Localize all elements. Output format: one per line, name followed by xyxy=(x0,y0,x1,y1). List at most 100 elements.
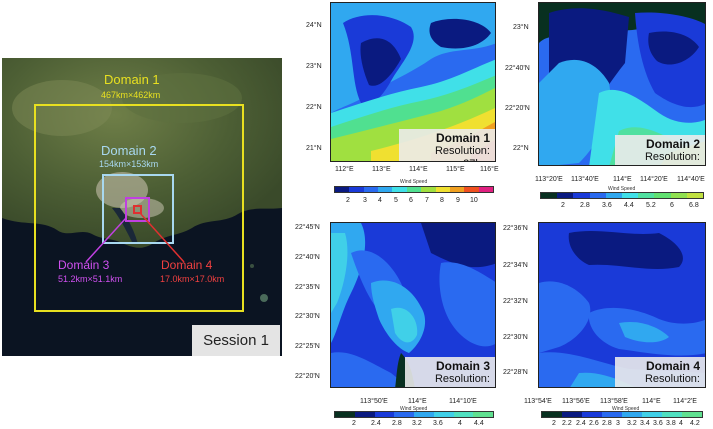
d4-ytick-3: 22°30'N xyxy=(503,334,528,341)
domain2-size: 154km×153km xyxy=(99,159,159,169)
d3-ytick-3: 22°30'N xyxy=(295,313,320,320)
domain3-colorbar-title: Wind Speed xyxy=(400,406,428,412)
leader-lines xyxy=(85,212,185,263)
domain2-title: Domain 2 xyxy=(101,143,157,158)
domain3-map-panel: Domain 3 Resolution: 3km xyxy=(330,222,496,388)
colorbar-swatch xyxy=(602,412,622,417)
d2-ytick-2: 22°20'N xyxy=(505,105,530,112)
d1-xtick-0: 112°E xyxy=(335,166,354,173)
domain3-label-resolution: Resolution: 3km xyxy=(434,373,490,387)
d1-cbtick-3: 5 xyxy=(394,197,398,204)
d1-ytick-2: 22°N xyxy=(306,104,322,111)
domain2-map-panel: Domain 2 Resolution: 9km xyxy=(538,2,706,166)
d4-cbtick-10: 4 xyxy=(679,420,683,427)
colorbar-swatch xyxy=(662,412,682,417)
d3-cbtick-2: 2.8 xyxy=(392,420,402,427)
d4-cbtick-6: 3.2 xyxy=(627,420,637,427)
d4-cbtick-9: 3.8 xyxy=(666,420,676,427)
d4-cbtick-5: 3 xyxy=(616,420,620,427)
d2-xtick-3: 114°20'E xyxy=(640,176,668,183)
colorbar-swatch xyxy=(453,412,474,417)
colorbar-swatch xyxy=(473,412,493,417)
domain2-colorbar-title: Wind Speed xyxy=(608,186,636,192)
domain3-box xyxy=(125,197,150,222)
d4-cbtick-11: 4.2 xyxy=(690,420,700,427)
d1-cbtick-6: 8 xyxy=(440,197,444,204)
d1-xtick-4: 116°E xyxy=(480,166,499,173)
colorbar-swatch xyxy=(363,187,379,192)
domain1-title: Domain 1 xyxy=(104,72,160,87)
domain4-title: Domain 4 xyxy=(161,258,213,272)
d3-cbtick-3: 3.2 xyxy=(412,420,422,427)
domain1-box xyxy=(34,104,244,312)
domain4-label-name: Domain 4 xyxy=(645,359,700,373)
session-label: Session 1 xyxy=(192,325,280,356)
d3-cbtick-1: 2.4 xyxy=(371,420,381,427)
colorbar-swatch xyxy=(589,193,606,198)
d4-ytick-0: 22°36'N xyxy=(503,225,528,232)
colorbar-swatch xyxy=(573,193,590,198)
domain1-label: Domain 1 Resolution: 27km xyxy=(399,129,495,161)
d2-xtick-2: 114°E xyxy=(613,176,632,183)
d3-ytick-5: 22°20'N xyxy=(295,373,320,380)
domain1-colorbar xyxy=(334,186,494,193)
domain4-colorbar xyxy=(541,411,703,418)
domain2-label: Domain 2 Resolution: 9km xyxy=(615,135,705,165)
d4-cbtick-2: 2.4 xyxy=(576,420,586,427)
d2-xtick-4: 114°40'E xyxy=(677,176,705,183)
domain1-map-panel: Domain 1 Resolution: 27km xyxy=(330,2,496,162)
d1-cbtick-0: 2 xyxy=(346,197,350,204)
d1-cbtick-8: 10 xyxy=(470,197,478,204)
colorbar-swatch xyxy=(682,412,702,417)
d1-cbtick-4: 6 xyxy=(409,197,413,204)
domain3-label-name: Domain 3 xyxy=(435,359,490,373)
domain2-box xyxy=(102,174,174,244)
colorbar-swatch xyxy=(622,193,639,198)
colorbar-swatch xyxy=(435,187,450,192)
d2-cbtick-2: 3.6 xyxy=(602,202,612,209)
domain3-colorbar xyxy=(334,411,494,418)
d2-cbtick-5: 6 xyxy=(670,202,674,209)
d4-xtick-4: 114°2'E xyxy=(673,398,697,405)
d1-ytick-1: 23°N xyxy=(306,63,322,70)
d4-cbtick-3: 2.6 xyxy=(589,420,599,427)
colorbar-swatch xyxy=(582,412,602,417)
colorbar-swatch xyxy=(464,187,479,192)
domain3-size: 51.2km×51.1km xyxy=(58,274,123,284)
colorbar-swatch xyxy=(378,187,393,192)
d4-ytick-2: 22°32'N xyxy=(503,298,528,305)
domain3-title: Domain 3 xyxy=(58,258,110,272)
colorbar-swatch xyxy=(638,193,655,198)
domain4-size: 17.0km×17.0km xyxy=(160,274,225,284)
d2-ytick-3: 22°N xyxy=(513,145,529,152)
d2-xtick-1: 113°40'E xyxy=(571,176,599,183)
d1-cbtick-5: 7 xyxy=(425,197,429,204)
d4-ytick-1: 22°34'N xyxy=(503,262,528,269)
d3-ytick-2: 22°35'N xyxy=(295,284,320,291)
colorbar-swatch xyxy=(394,412,414,417)
colorbar-swatch xyxy=(686,193,704,198)
d1-ytick-3: 21°N xyxy=(306,145,322,152)
colorbar-swatch xyxy=(642,412,662,417)
d4-cbtick-8: 3.6 xyxy=(653,420,663,427)
domain1-label-name: Domain 1 xyxy=(435,131,490,145)
d3-ytick-1: 22°40'N xyxy=(295,254,320,261)
colorbar-swatch xyxy=(421,187,436,192)
satellite-map xyxy=(2,58,282,356)
d1-xtick-2: 114°E xyxy=(409,166,428,173)
colorbar-swatch xyxy=(335,187,350,192)
d4-xtick-1: 113°56'E xyxy=(562,398,590,405)
domain4-label-resolution: Resolution: 1km xyxy=(644,373,700,387)
d3-cbtick-5: 4 xyxy=(458,420,462,427)
colorbar-swatch xyxy=(392,187,407,192)
domain4-box xyxy=(133,205,142,214)
domain4-map-panel: Domain 4 Resolution: 1km xyxy=(538,222,706,388)
colorbar-swatch xyxy=(622,412,642,417)
colorbar-swatch xyxy=(414,412,434,417)
colorbar-swatch xyxy=(349,187,364,192)
d1-cbtick-7: 9 xyxy=(456,197,460,204)
d4-cbtick-4: 2.8 xyxy=(602,420,612,427)
domain4-label: Domain 4 Resolution: 1km xyxy=(615,357,705,387)
domain2-colorbar xyxy=(540,192,704,199)
d1-cbtick-2: 4 xyxy=(378,197,382,204)
